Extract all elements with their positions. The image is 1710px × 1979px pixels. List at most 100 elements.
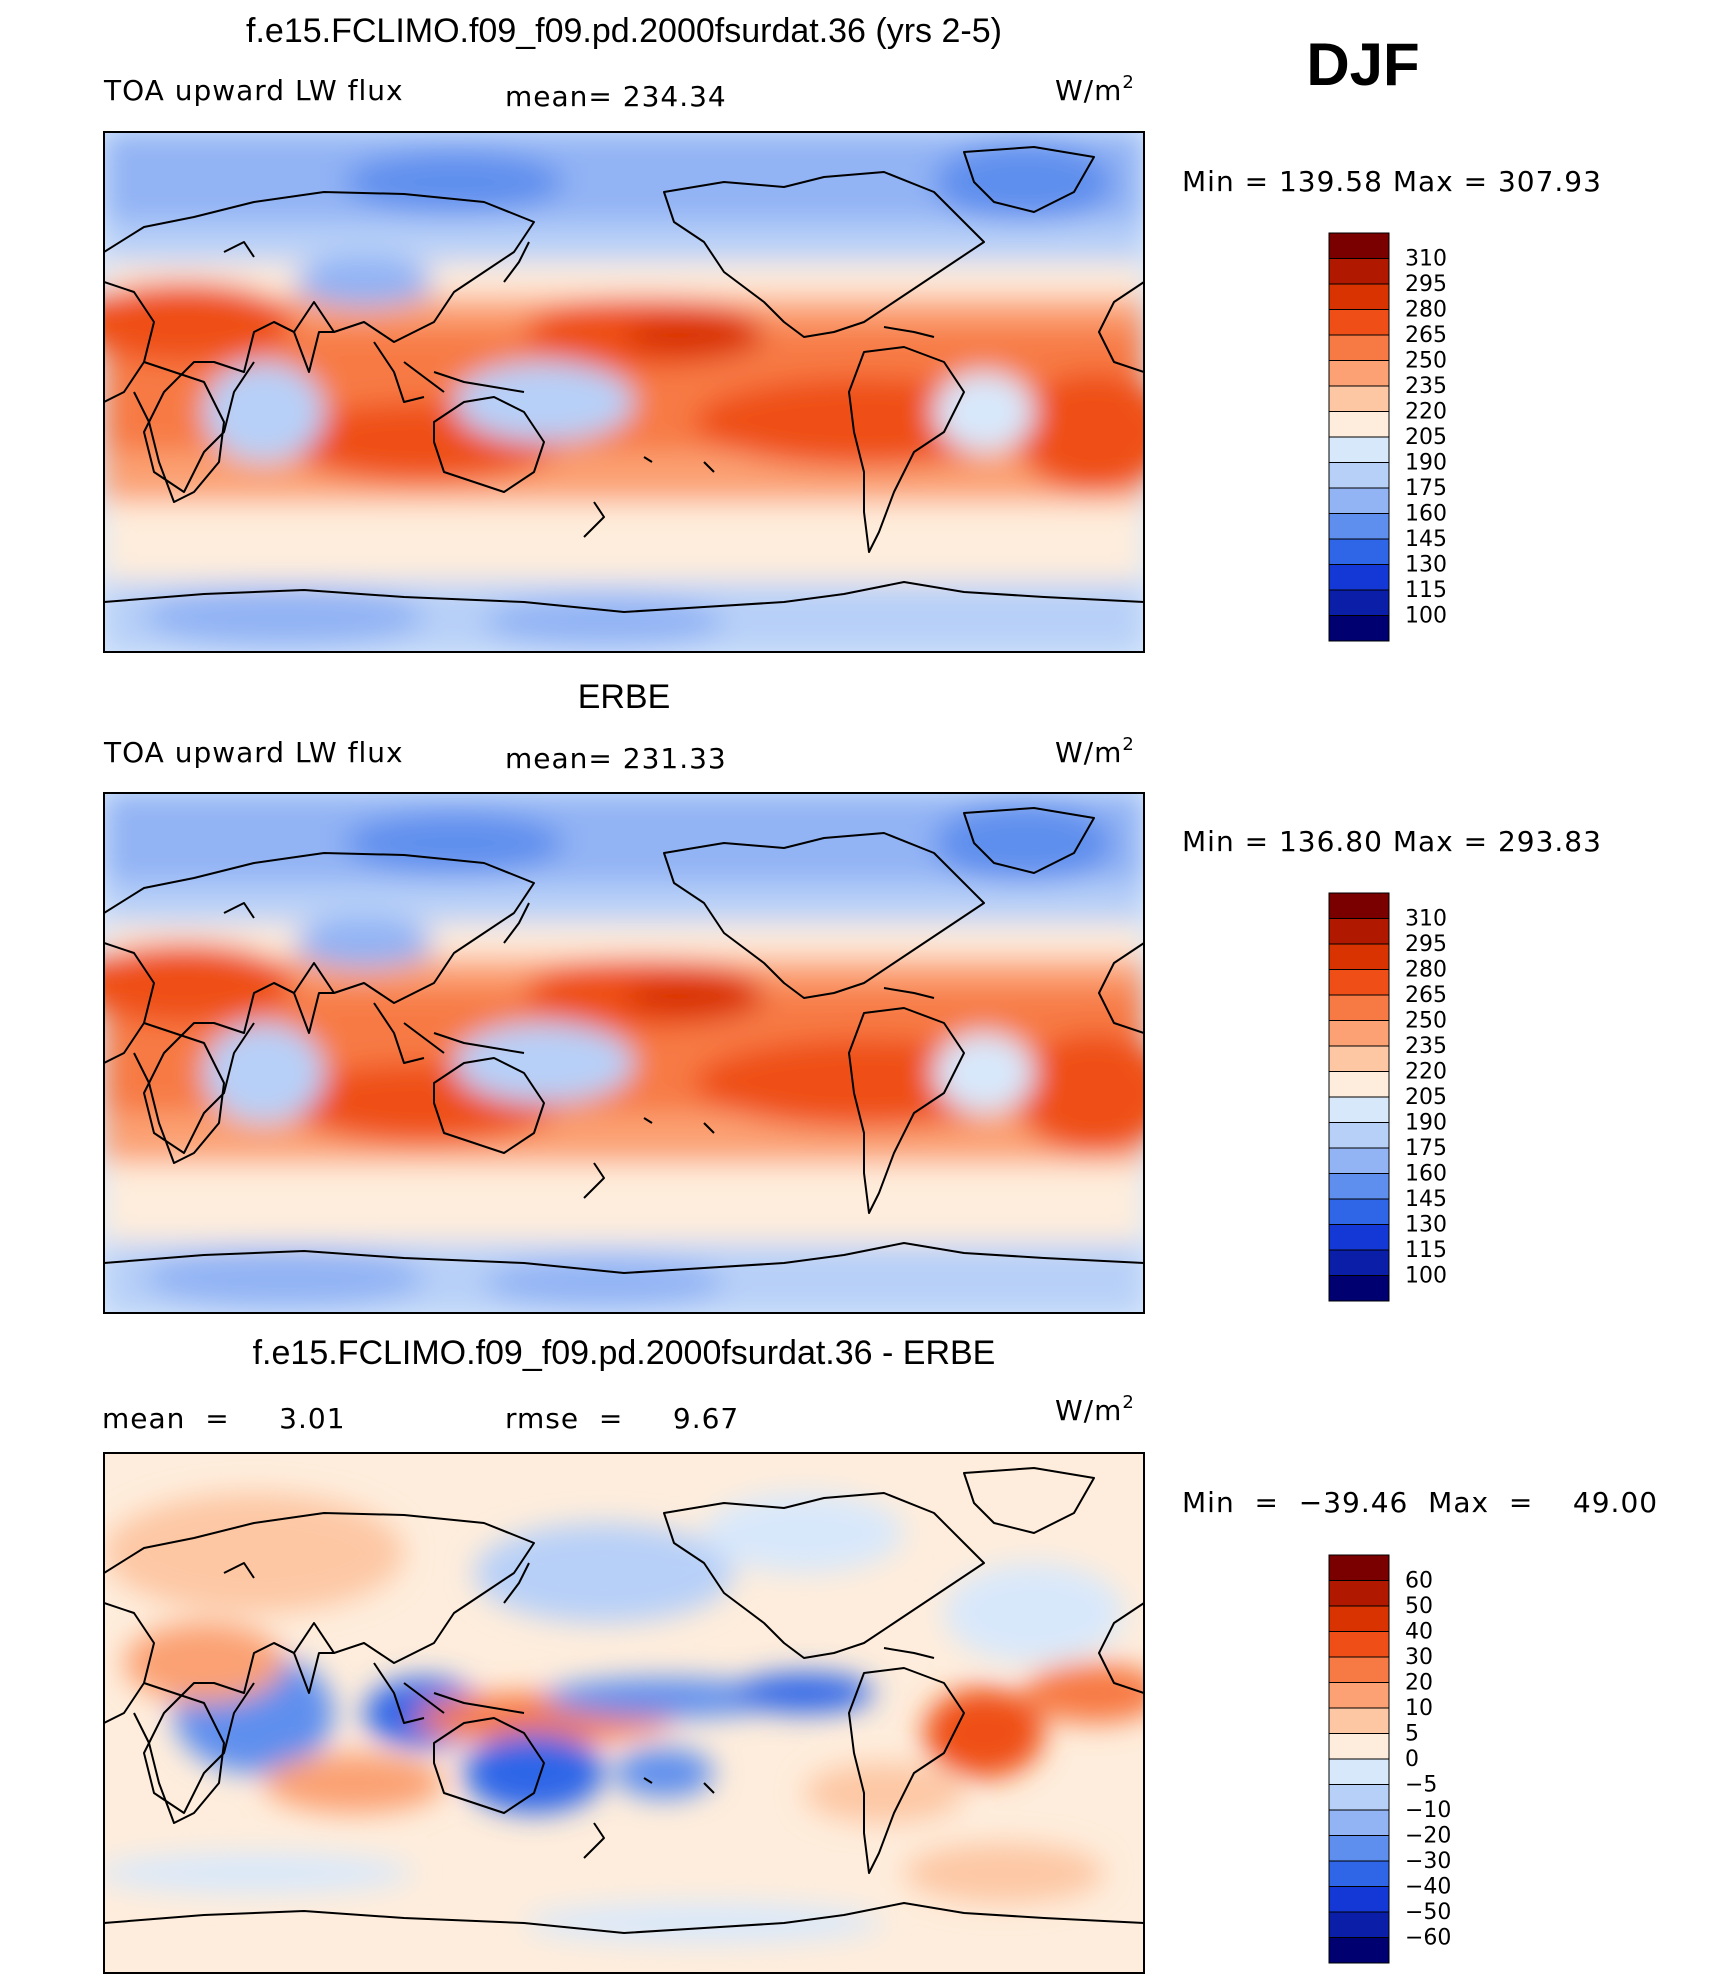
colorbar-tick-label: 205 xyxy=(1405,1085,1447,1110)
colorbar-segment xyxy=(1328,385,1390,412)
colorbar-segment xyxy=(1328,436,1390,463)
colorbar-segment xyxy=(1328,309,1390,336)
colorbar-tick-label: 60 xyxy=(1405,1569,1433,1594)
colorbar-tick-label: 115 xyxy=(1405,578,1447,603)
colorbar-tick-label: −50 xyxy=(1405,1900,1451,1925)
colorbar-tick-label: 0 xyxy=(1405,1747,1419,1772)
colorbar-segment xyxy=(1328,232,1390,259)
colorbar-segment xyxy=(1328,1784,1390,1811)
colorbar-segment xyxy=(1328,283,1390,310)
colorbar-segment xyxy=(1328,1249,1390,1276)
colorbar-tick-label: −10 xyxy=(1405,1798,1451,1823)
units-label: W/m2 xyxy=(1055,72,1135,107)
colorbar-tick-label: 265 xyxy=(1405,983,1447,1008)
colorbar-tick-label: 115 xyxy=(1405,1238,1447,1263)
colorbar-tick-label: 5 xyxy=(1405,1722,1419,1747)
colorbar-tick-label: 30 xyxy=(1405,1645,1433,1670)
colorbar-segment xyxy=(1328,258,1390,285)
colorbar-segment xyxy=(1328,1020,1390,1047)
colorbar-segment xyxy=(1328,1911,1390,1938)
panel-title: f.e15.FCLIMO.f09_f09.pd.2000fsurdat.36 (… xyxy=(246,12,1002,50)
colorbar-tick-label: −40 xyxy=(1405,1875,1451,1900)
colorbar-tick-label: 250 xyxy=(1405,349,1447,374)
colorbar-segment xyxy=(1328,513,1390,540)
variable-label: TOA upward LW flux xyxy=(103,736,404,769)
colorbar-tick-label: 310 xyxy=(1405,907,1447,932)
colorbar-segment xyxy=(1328,892,1390,919)
panel-model: f.e15.FCLIMO.f09_f09.pd.2000fsurdat.36 (… xyxy=(103,12,1602,653)
colorbar-segment xyxy=(1328,1147,1390,1174)
panel-obs: ERBE TOA upward LW flux mean= 231.33 W/m… xyxy=(103,678,1601,1314)
colorbar-segment xyxy=(1328,1733,1390,1760)
colorbar-segment xyxy=(1328,1860,1390,1887)
colorbar-segment xyxy=(1328,1631,1390,1658)
colorbar-tick-label: 160 xyxy=(1405,502,1447,527)
colorbar-tick-label: 145 xyxy=(1405,527,1447,552)
colorbar-segment xyxy=(1328,1682,1390,1709)
colorbar-tick-label: 235 xyxy=(1405,374,1447,399)
colorbar-segment xyxy=(1328,1173,1390,1200)
colorbar-segment xyxy=(1328,969,1390,996)
colorbar-tick-label: 50 xyxy=(1405,1594,1433,1619)
colorbar-tick-label: 130 xyxy=(1405,553,1447,578)
map-plot xyxy=(103,131,1145,653)
units-label: W/m2 xyxy=(1055,1392,1135,1427)
colorbar-tick-label: −60 xyxy=(1405,1926,1451,1951)
colorbar-segment xyxy=(1328,1758,1390,1785)
colorbar-tick-label: 40 xyxy=(1405,1620,1433,1645)
colorbar-tick-label: 175 xyxy=(1405,1136,1447,1161)
colorbar-tick-label: 310 xyxy=(1405,247,1447,272)
colorbar-segment xyxy=(1328,564,1390,591)
colorbar-tick-label: 130 xyxy=(1405,1213,1447,1238)
colorbar: 3102952802652502352202051901751601451301… xyxy=(1328,232,1447,642)
colorbar-tick-label: 100 xyxy=(1405,604,1447,629)
minmax-label: Min = 139.58 Max = 307.93 xyxy=(1182,165,1602,198)
map-plot xyxy=(103,792,1145,1314)
panel-title: f.e15.FCLIMO.f09_f09.pd.2000fsurdat.36 -… xyxy=(253,1334,996,1372)
colorbar-tick-label: 190 xyxy=(1405,1111,1447,1136)
colorbar-segment xyxy=(1328,487,1390,514)
colorbar-tick-label: 145 xyxy=(1405,1187,1447,1212)
colorbar-segment xyxy=(1328,1835,1390,1862)
colorbar-segment xyxy=(1328,943,1390,970)
colorbar-tick-label: −5 xyxy=(1405,1773,1437,1798)
colorbar: 3102952802652502352202051901751601451301… xyxy=(1328,892,1447,1302)
colorbar-segment xyxy=(1328,1605,1390,1632)
map-plot xyxy=(103,1452,1145,1974)
colorbar-segment xyxy=(1328,1275,1390,1302)
variable-label: TOA upward LW flux xyxy=(103,74,404,107)
colorbar-segment xyxy=(1328,918,1390,945)
colorbar-segment xyxy=(1328,1045,1390,1072)
colorbar-segment xyxy=(1328,994,1390,1021)
colorbar-tick-label: 100 xyxy=(1405,1264,1447,1289)
colorbar-segment xyxy=(1328,1198,1390,1225)
colorbar-tick-label: 235 xyxy=(1405,1034,1447,1059)
colorbar-tick-label: 205 xyxy=(1405,425,1447,450)
colorbar-tick-label: 280 xyxy=(1405,298,1447,323)
units-label: W/m2 xyxy=(1055,734,1135,769)
colorbar-segment xyxy=(1328,1707,1390,1734)
panel-diff: f.e15.FCLIMO.f09_f09.pd.2000fsurdat.36 -… xyxy=(102,1334,1658,1974)
colorbar-segment xyxy=(1328,462,1390,489)
colorbar-tick-label: 265 xyxy=(1405,323,1447,348)
mean-label: mean= 231.33 xyxy=(505,742,727,775)
mean-label: mean= 234.34 xyxy=(505,80,727,113)
colorbar-segment xyxy=(1328,1122,1390,1149)
mean-label: mean = 3.01 xyxy=(102,1402,346,1435)
colorbar-segment xyxy=(1328,1937,1390,1964)
colorbar-tick-label: −30 xyxy=(1405,1849,1451,1874)
colorbar-segment xyxy=(1328,411,1390,438)
colorbar-segment xyxy=(1328,589,1390,616)
colorbar-tick-label: −20 xyxy=(1405,1824,1451,1849)
colorbar-segment xyxy=(1328,1224,1390,1251)
colorbar-tick-label: 175 xyxy=(1405,476,1447,501)
colorbar-tick-label: 250 xyxy=(1405,1009,1447,1034)
colorbar-segment xyxy=(1328,1580,1390,1607)
minmax-label: Min = −39.46 Max = 49.00 xyxy=(1182,1486,1658,1519)
season-label: DJF xyxy=(1306,31,1419,98)
colorbar-segment xyxy=(1328,360,1390,387)
colorbar-tick-label: 295 xyxy=(1405,932,1447,957)
colorbar-segment xyxy=(1328,1809,1390,1836)
